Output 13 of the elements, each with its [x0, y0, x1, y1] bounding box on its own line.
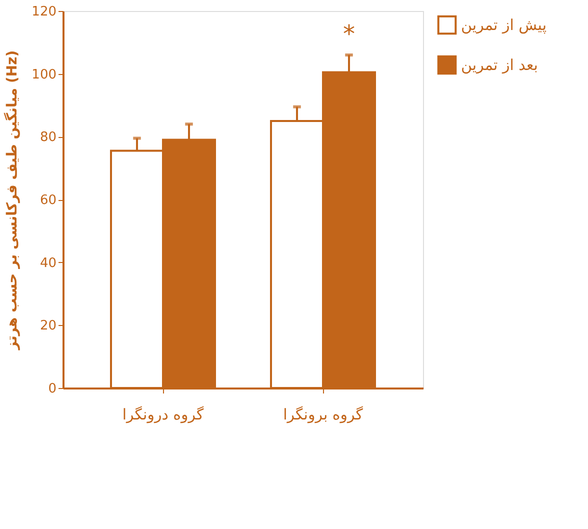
y-axis-title: میانگین طیف فرکانسی بر حسب هرتز (Hz)	[4, 50, 21, 351]
x-tick-label: گروه درونگرا	[122, 406, 205, 424]
y-tick-label: 20	[40, 318, 56, 334]
x-tick-label: گروه برونگرا	[283, 406, 364, 424]
legend-label: بعد از تمرین	[461, 56, 538, 74]
y-tick-label: 120	[32, 4, 56, 20]
annotation: *	[343, 20, 355, 48]
y-tick-label: 40	[40, 256, 56, 271]
y-tick-label: 80	[40, 130, 56, 146]
y-tick-label: 100	[32, 67, 56, 82]
y-tick-label: 0	[48, 382, 56, 396]
y-tick-label: 60	[40, 193, 56, 208]
legend-label: پیش از تمرین	[461, 16, 546, 34]
